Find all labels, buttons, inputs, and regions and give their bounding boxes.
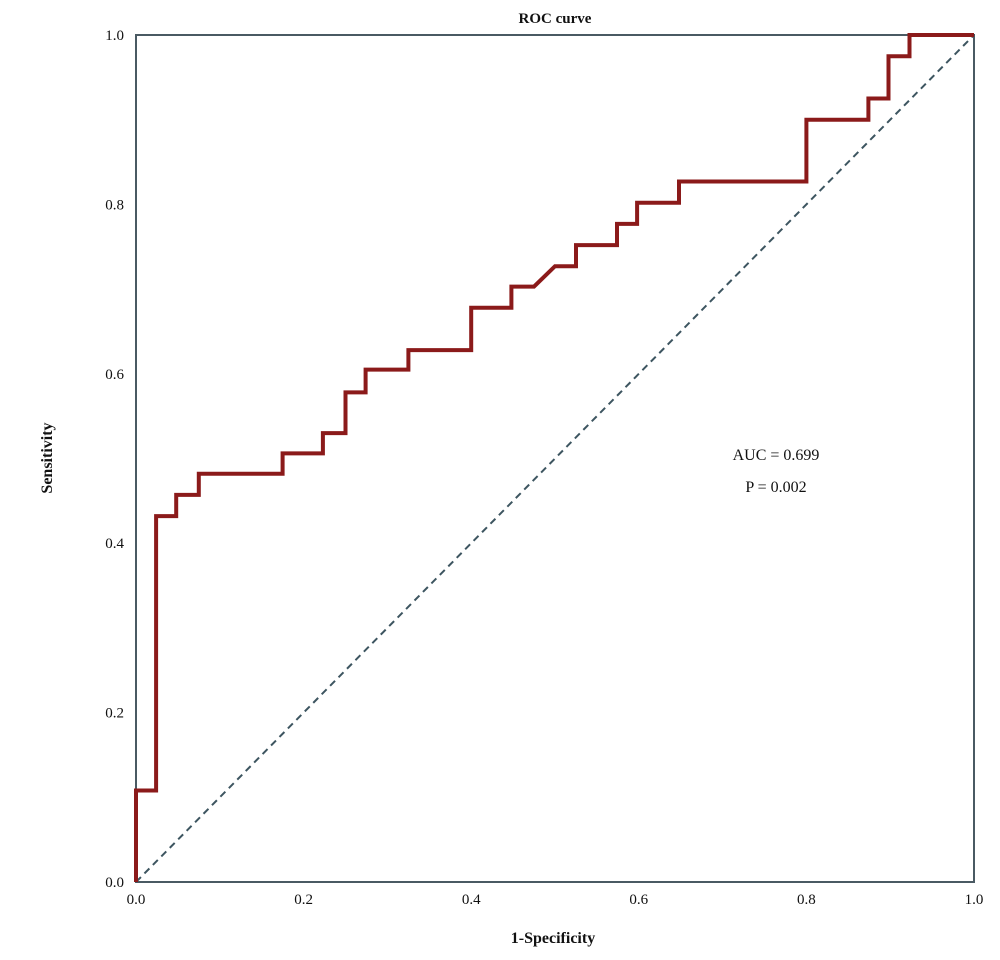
x-tick-label: 0.0 — [127, 892, 146, 908]
y-tick-label: 1.0 — [105, 28, 124, 44]
plot-frame — [135, 34, 975, 883]
y-axis-title: Sensitivity — [39, 422, 56, 493]
reference-diagonal-line — [135, 34, 975, 883]
chart-title: ROC curve — [519, 11, 592, 27]
roc-curve-line — [134, 33, 974, 882]
x-tick-label: 0.4 — [462, 892, 481, 908]
p-value-annotation: P = 0.002 — [745, 479, 806, 496]
y-tick-label: 0.6 — [105, 367, 124, 383]
x-tick-label: 1.0 — [965, 892, 984, 908]
y-tick-label: 0.2 — [105, 706, 124, 722]
x-axis-ticks: 0.0 0.2 0.4 0.6 0.8 1.0 — [127, 892, 984, 908]
y-tick-label: 0.0 — [105, 875, 124, 891]
x-tick-label: 0.2 — [294, 892, 313, 908]
y-tick-label: 0.8 — [105, 197, 124, 213]
x-tick-label: 0.6 — [629, 892, 648, 908]
x-tick-label: 0.8 — [797, 892, 816, 908]
auc-annotation: AUC = 0.699 — [733, 447, 820, 464]
y-axis-ticks: 0.0 0.2 0.4 0.6 0.8 1.0 — [105, 28, 124, 891]
y-tick-label: 0.4 — [105, 536, 124, 552]
x-axis-title: 1-Specificity — [511, 930, 595, 947]
